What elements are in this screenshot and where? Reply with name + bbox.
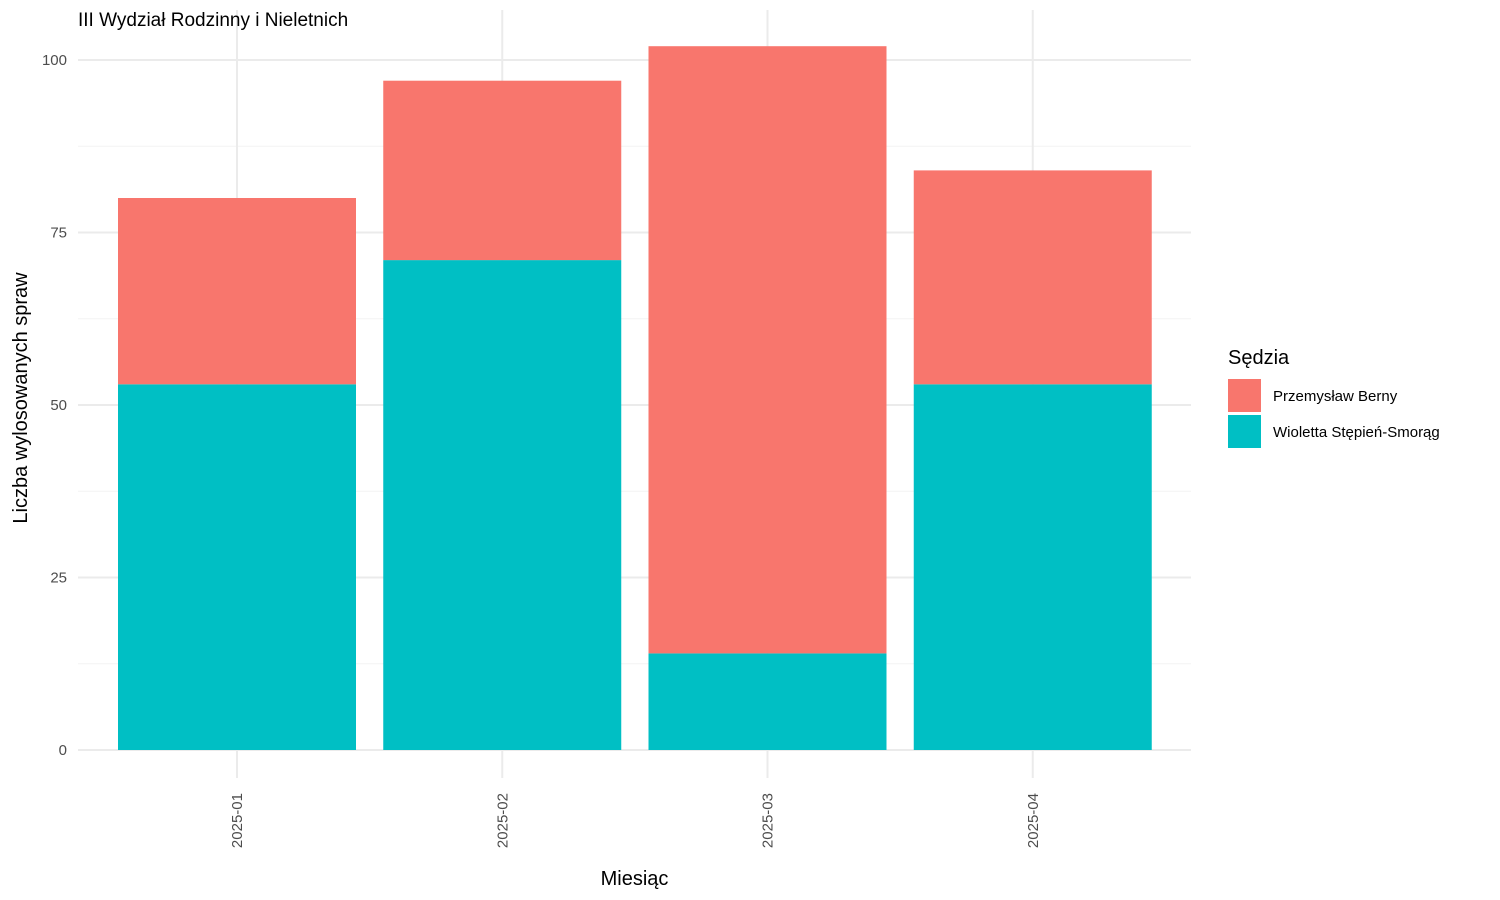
chart-title: III Wydział Rodzinny i Nieletnich [78, 10, 348, 31]
x-tick-label: 2025-01 [229, 793, 246, 848]
legend-swatch [1228, 379, 1261, 412]
legend-title: Sędzia [1228, 347, 1290, 369]
x-tick-label: 2025-02 [494, 793, 511, 848]
bar-segment [383, 260, 622, 750]
bar-segment [118, 198, 356, 385]
legend-items: Przemysław Berny Wioletta Stępień-Smorąg [1228, 379, 1440, 448]
legend-label: Przemysław Berny [1273, 388, 1398, 405]
bars [118, 46, 1152, 750]
x-axis-ticks: 2025-01 2025-02 2025-03 2025-04 [229, 793, 1042, 848]
y-tick-label: 25 [50, 570, 67, 587]
y-axis-ticks: 0 25 50 75 100 [42, 52, 67, 759]
y-tick-label: 100 [42, 52, 67, 69]
y-tick-label: 0 [59, 742, 67, 759]
bar-segment [913, 170, 1152, 385]
legend: Sędzia Przemysław Berny Wioletta Stępień-… [1228, 347, 1440, 448]
bar-segment [383, 80, 622, 261]
bar-segment [648, 46, 887, 654]
x-tick-label: 2025-03 [760, 793, 777, 848]
legend-label: Wioletta Stępień-Smorąg [1273, 424, 1440, 441]
x-tick-label: 2025-04 [1025, 793, 1042, 848]
x-axis-title: Miesiąc [601, 868, 669, 890]
bar-segment [118, 384, 356, 750]
legend-swatch [1228, 415, 1261, 448]
y-tick-label: 75 [50, 225, 67, 242]
y-axis-title: Liczba wylosowanych spraw [10, 272, 32, 524]
bar-segment [648, 653, 887, 750]
bar-segment [913, 384, 1152, 750]
y-tick-label: 50 [50, 397, 67, 414]
